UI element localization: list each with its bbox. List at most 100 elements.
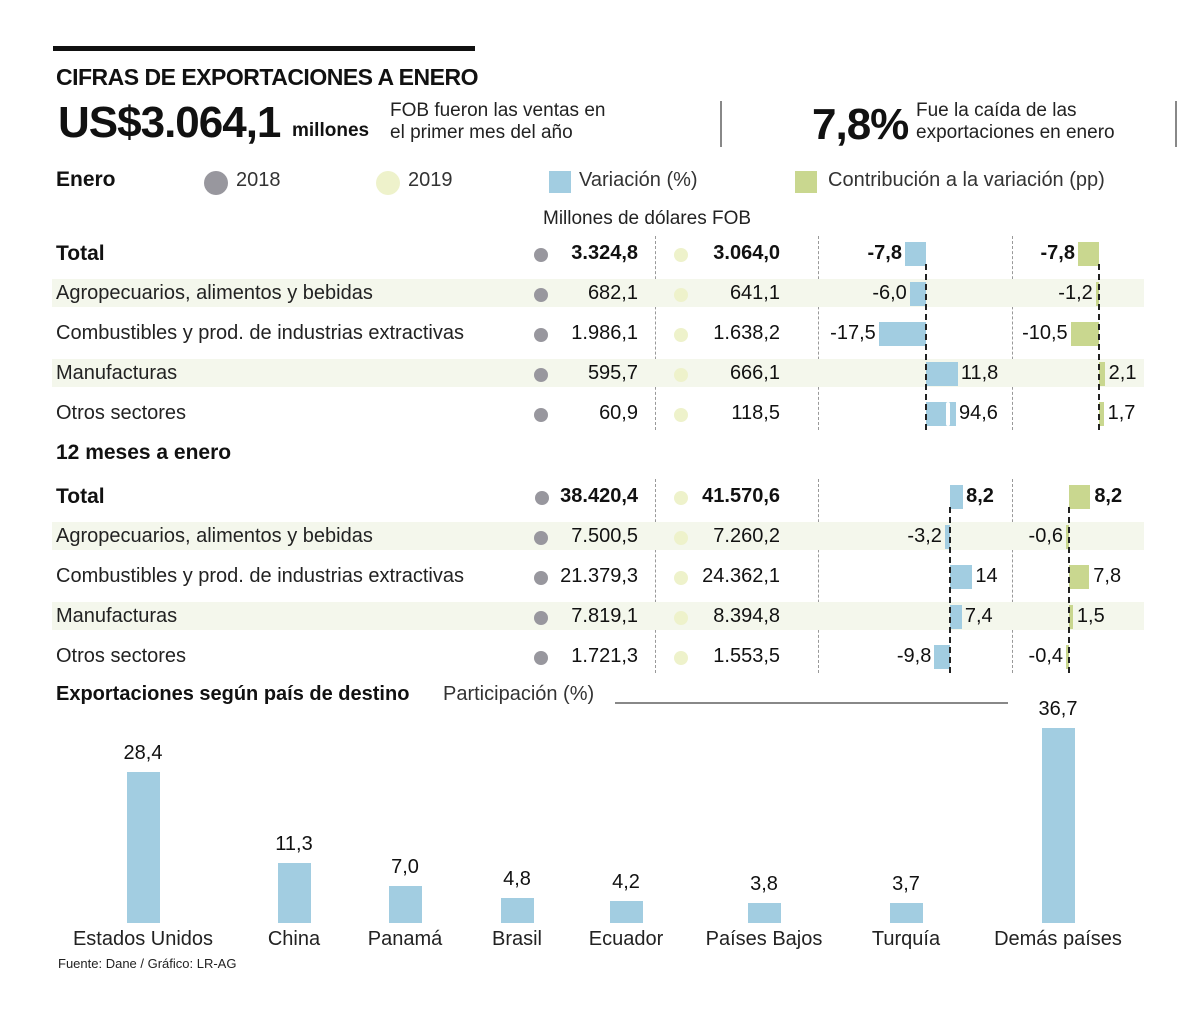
country-bar <box>127 772 160 923</box>
variation-bar <box>944 525 950 549</box>
country-value-label: 7,0 <box>391 855 419 878</box>
column-separator <box>1012 236 1013 430</box>
variation-label: 14 <box>975 565 998 587</box>
drop-desc: Fue la caída de las exportaciones en ene… <box>916 100 1115 144</box>
variation-label: -9,8 <box>896 645 932 667</box>
contribution-label: -7,8 <box>1040 242 1075 264</box>
contribution-label: 2,1 <box>1108 362 1137 384</box>
country-value-label: 11,3 <box>275 833 313 856</box>
value-2018: 7.819,1 <box>571 605 638 627</box>
contribution-label: -0,4 <box>1028 645 1063 667</box>
value-2018: 595,7 <box>587 362 638 384</box>
dot-2018-icon <box>534 288 548 302</box>
value-2019: 1.553,5 <box>713 645 780 667</box>
legend-swatch-contribution <box>795 171 817 193</box>
country-value-label: 3,7 <box>892 873 920 896</box>
value-2018: 682,1 <box>587 282 638 304</box>
contribution-label: -1,2 <box>1058 282 1093 304</box>
dot-2018-icon <box>534 248 548 262</box>
value-2018: 7.500,5 <box>571 525 638 547</box>
legend-label-2019: 2019 <box>408 169 453 191</box>
value-2019: 641,1 <box>729 282 780 304</box>
row-highlight <box>52 522 1144 550</box>
contribution-zero-line <box>1098 264 1100 430</box>
units-label: Millones de dólares FOB <box>543 208 752 229</box>
axis-break-icon <box>946 402 950 426</box>
contribution-label: -0,6 <box>1028 525 1063 547</box>
country-chart-title: Exportaciones según país de destino <box>56 683 410 705</box>
row-label: Manufacturas <box>56 362 178 384</box>
contribution-bar <box>1066 525 1069 549</box>
contribution-label: 8,2 <box>1094 485 1123 507</box>
row-label: Agropecuarios, alimentos y bebidas <box>56 525 373 547</box>
variation-bar <box>934 645 950 669</box>
contribution-zero-line <box>1068 507 1070 673</box>
contribution-label: 1,7 <box>1107 402 1136 424</box>
dot-2019-icon <box>674 571 688 585</box>
legend-swatch-variation <box>549 171 571 193</box>
dot-2019-icon <box>674 611 688 625</box>
country-value-label: 28,4 <box>123 742 163 765</box>
dot-2019-icon <box>674 368 688 382</box>
country-bar <box>1042 728 1075 923</box>
country-bar <box>389 885 422 923</box>
row-label: Combustibles y prod. de industrias extra… <box>56 565 464 587</box>
variation-label: -17,5 <box>830 322 876 344</box>
row-label: Otros sectores <box>56 402 187 424</box>
value-2019: 1.638,2 <box>713 322 780 344</box>
variation-bar <box>926 402 956 426</box>
variation-bar <box>878 322 926 346</box>
drop-desc-line-2: exportaciones en enero <box>916 122 1115 143</box>
drop-value: 7,8% <box>812 100 909 149</box>
value-2019: 3.064,0 <box>713 242 780 264</box>
country-value-label: 3,8 <box>750 872 778 895</box>
dot-2019-icon <box>674 328 688 342</box>
value-2019: 8.394,8 <box>713 605 780 627</box>
row-label: Combustibles y prod. de industrias extra… <box>56 322 464 344</box>
dot-2018-icon <box>534 408 548 422</box>
variation-bar <box>909 282 926 306</box>
dot-2018-icon <box>534 611 548 625</box>
row-highlight <box>52 359 1144 387</box>
section-label-12-meses: 12 meses a enero <box>56 441 232 464</box>
row-label: Agropecuarios, alimentos y bebidas <box>56 282 373 304</box>
dot-2019-icon <box>674 288 688 302</box>
page-title: CIFRAS DE EXPORTACIONES A ENERO <box>56 64 478 90</box>
variation-label: 11,8 <box>960 362 999 384</box>
contribution-label: 7,8 <box>1093 565 1122 587</box>
dot-2018-icon <box>534 328 548 342</box>
country-category-label: Demás países <box>994 928 1122 950</box>
contribution-bar <box>1099 402 1104 426</box>
row-label: Manufacturas <box>56 605 178 627</box>
headline-desc: FOB fueron las ventas en el primer mes d… <box>390 100 605 144</box>
value-2018: 1.721,3 <box>571 645 638 667</box>
contribution-label: 1,5 <box>1076 605 1105 627</box>
legend-swatch-2019 <box>376 171 400 195</box>
dot-2018-icon <box>534 368 548 382</box>
dot-2019-icon <box>674 248 688 262</box>
drop-desc-line-1: Fue la caída de las <box>916 100 1077 121</box>
variation-label: -7,8 <box>867 242 902 264</box>
row-label: Total <box>56 242 105 265</box>
contribution-bar <box>1069 485 1091 509</box>
value-2019: 24.362,1 <box>702 565 780 587</box>
column-separator <box>655 236 656 430</box>
value-2018: 60,9 <box>599 402 638 424</box>
row-highlight <box>52 279 1144 307</box>
divider <box>720 101 722 147</box>
variation-bar <box>926 362 958 386</box>
country-value-label: 4,8 <box>503 867 531 890</box>
contribution-bar <box>1095 282 1099 306</box>
row-label: Total <box>56 485 105 508</box>
headline-unit: millones <box>292 120 370 141</box>
country-category-label: Estados Unidos <box>72 928 214 950</box>
country-category-label: China <box>267 928 321 950</box>
value-2019: 666,1 <box>729 362 780 384</box>
country-category-label: Panamá <box>367 928 443 950</box>
contribution-bar <box>1069 605 1073 629</box>
row-label: Otros sectores <box>56 645 187 667</box>
variation-bar <box>950 605 962 629</box>
legend-label-2018: 2018 <box>236 169 281 191</box>
value-2018: 21.379,3 <box>560 565 638 587</box>
column-separator <box>655 479 656 673</box>
